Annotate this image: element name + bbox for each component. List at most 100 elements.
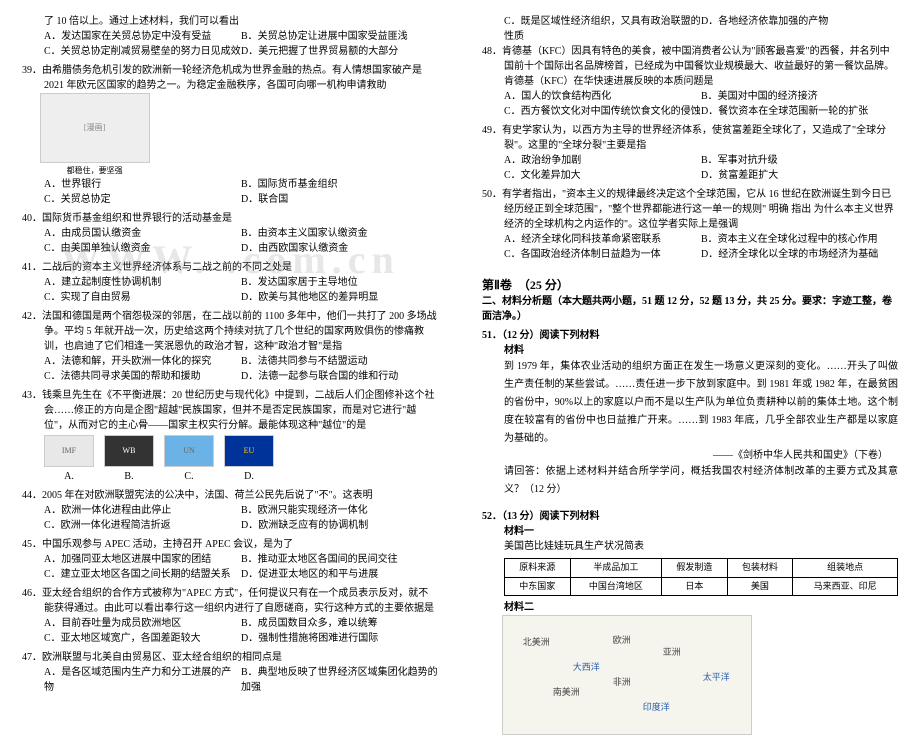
td-4: 马来西亚、印尼 bbox=[793, 577, 898, 596]
right-column: C．既是区域性经济组织，又具有政治联盟的性质 D．各地经济依靠加强的产物 48．… bbox=[460, 0, 920, 651]
q43-opt-a: A. bbox=[44, 469, 94, 484]
eu-flag-icon: EU bbox=[224, 435, 274, 467]
th-0: 原料来源 bbox=[505, 559, 571, 578]
q44-opt-c: C．欧洲一体化进程简洁折返 bbox=[44, 518, 241, 533]
q46-opt-d: D．强制性措施将困难进行国际 bbox=[241, 631, 438, 646]
map-label-2: 欧洲 bbox=[613, 634, 631, 648]
q51-cite: ——《剑桥中华人民共和国史》（下卷） bbox=[482, 448, 898, 463]
q44-text: 44．2005 年在对欧洲联盟宪法的公决中，法国、荷兰公民先后说了"不"。这表明 bbox=[22, 488, 438, 503]
q52-m1-title: 美国芭比娃娃玩具生产状况简表 bbox=[482, 539, 898, 554]
q41: 41．二战后的资本主义世界经济体系与二战之前的不同之处是 A．建立起制度性协调机… bbox=[22, 260, 438, 305]
q39-opt-a: A．世界银行 bbox=[44, 177, 241, 192]
q43-opt-labels: A. B. C. D. bbox=[22, 469, 438, 484]
map-label-7: 印度洋 bbox=[643, 701, 670, 715]
q51-heading: 51．（12 分）阅读下列材料 bbox=[482, 328, 898, 343]
un-logo-icon: UN bbox=[164, 435, 214, 467]
q47-text: 47．欧洲联盟与北美自由贸易区、亚太经合组织的相同点是 bbox=[22, 650, 438, 665]
q38-tail: 了 10 倍以上。通过上述材料，我们可以看出 A．发达国家在关贸总协定中没有受益… bbox=[22, 14, 438, 59]
table-row: 中东国家 中国台湾地区 日本 美国 马来西亚、印尼 bbox=[505, 577, 898, 596]
td-0: 中东国家 bbox=[505, 577, 571, 596]
q42-opt-b: B．法德共同参与不结盟运动 bbox=[241, 354, 438, 369]
q46-opt-c: C．亚太地区域宽广，各国差距较大 bbox=[44, 631, 241, 646]
q47-opt-d: D．各地经济依靠加强的产物 bbox=[701, 14, 898, 44]
q44: 44．2005 年在对欧洲联盟宪法的公决中，法国、荷兰公民先后说了"不"。这表明… bbox=[22, 488, 438, 533]
q51-material-h: 材料 bbox=[482, 343, 898, 358]
q48-opt-a: A．国人的饮食结构西化 bbox=[504, 89, 701, 104]
q50-text: 50．有学者指出，"资本主义的规律最终决定这个全球范围，它从 16 世纪在欧洲诞… bbox=[482, 187, 898, 232]
q47-opt-c: C．既是区域性经济组织，又具有政治联盟的性质 bbox=[504, 14, 701, 44]
barbie-table: 原料来源 半成品加工 假发制造 包装材料 组装地点 中东国家 中国台湾地区 日本… bbox=[504, 558, 898, 596]
th-3: 包装材料 bbox=[727, 559, 793, 578]
q51-material: 到 1979 年，集体农业活动的组织方面正在发生一场意义更深刻的变化。……开头了… bbox=[482, 358, 898, 448]
q41-opt-a: A．建立起制度性协调机制 bbox=[44, 275, 241, 290]
q40: 40．国际货币基金组织和世界银行的活动基金是 A．由成员国认缴资金 B．由资本主… bbox=[22, 211, 438, 256]
q50-opt-c: C．各国政治经济体制日益趋为一体 bbox=[504, 247, 701, 262]
q48-text: 48．肯德基（KFC）因具有特色的美食，被中国消费者公认为"顾客最喜爱"的西餐，… bbox=[482, 44, 898, 89]
q52-m1-h: 材料一 bbox=[482, 524, 898, 539]
q48-opt-d: D．餐饮资本在全球范围新一轮的扩张 bbox=[701, 104, 898, 119]
q40-opt-a: A．由成员国认缴资金 bbox=[44, 226, 241, 241]
q39-caption: 都稳住，要坚强 bbox=[40, 165, 150, 177]
left-column: WWW. .com.cn 了 10 倍以上。通过上述材料，我们可以看出 A．发达… bbox=[0, 0, 460, 651]
q45: 45．中国乐观参与 APEC 活动，主持召开 APEC 会议，是为了 A．加强同… bbox=[22, 537, 438, 582]
q49-opt-b: B．军事对抗升级 bbox=[701, 153, 898, 168]
q49: 49．有史学家认为，以西方为主导的世界经济体系，使贫富差距全球化了，又造成了"全… bbox=[482, 123, 898, 183]
q39-opt-d: D．联合国 bbox=[241, 192, 438, 207]
imf-logo-icon: IMF bbox=[44, 435, 94, 467]
q40-text: 40．国际货币基金组织和世界银行的活动基金是 bbox=[22, 211, 438, 226]
q47-opts-cont: C．既是区域性经济组织，又具有政治联盟的性质 D．各地经济依靠加强的产物 bbox=[482, 14, 898, 44]
q45-opt-d: D．促进亚太地区的和平与进展 bbox=[241, 567, 438, 582]
world-map-icon: 北美洲 南美洲 欧洲 非洲 亚洲 太平洋 大西洋 印度洋 bbox=[502, 615, 752, 735]
q43: 43．钱乘旦先生在《不平衡进展：20 世纪历史与现代化》中提到，二战后人们企图修… bbox=[22, 388, 438, 484]
q50-opt-d: D．经济全球化以全球的市场经济为基础 bbox=[701, 247, 898, 262]
map-label-4: 亚洲 bbox=[663, 646, 681, 660]
q39-opt-c: C．关贸总协定 bbox=[44, 192, 241, 207]
q45-text: 45．中国乐观参与 APEC 活动，主持召开 APEC 会议，是为了 bbox=[22, 537, 438, 552]
map-label-3: 非洲 bbox=[613, 676, 631, 690]
worldbank-logo-icon: WB bbox=[104, 435, 154, 467]
q47: 47．欧洲联盟与北美自由贸易区、亚太经合组织的相同点是 A．是各区域范围内生产力… bbox=[22, 650, 438, 695]
q43-opt-b: B. bbox=[104, 469, 154, 484]
q40-opt-d: D．由西欧国家认缴资金 bbox=[241, 241, 438, 256]
q45-opt-a: A．加强同亚太地区进展中国家的团结 bbox=[44, 552, 241, 567]
part2-heading: 第Ⅱ卷 （25 分） bbox=[482, 276, 898, 294]
umbrella-cartoon-icon: [漫画] bbox=[40, 93, 150, 163]
q50: 50．有学者指出，"资本主义的规律最终决定这个全球范围，它从 16 世纪在欧洲诞… bbox=[482, 187, 898, 262]
q46-text: 46．亚太经合组织的合作方式被称为"APEC 方式"，任何提议只有在一个成员表示… bbox=[22, 586, 438, 616]
q50-opt-a: A．经济全球化同科技革命紧密联系 bbox=[504, 232, 701, 247]
map-label-0: 北美洲 bbox=[523, 636, 550, 650]
q49-opt-a: A．政治纷争加剧 bbox=[504, 153, 701, 168]
q40-opt-b: B．由资本主义国家认缴资金 bbox=[241, 226, 438, 241]
q49-text: 49．有史学家认为，以西方为主导的世界经济体系，使贫富差距全球化了，又造成了"全… bbox=[482, 123, 898, 153]
q52-table-wrap: 原料来源 半成品加工 假发制造 包装材料 组装地点 中东国家 中国台湾地区 日本… bbox=[482, 558, 898, 596]
q38-pre: 了 10 倍以上。通过上述材料，我们可以看出 bbox=[22, 14, 438, 29]
th-1: 半成品加工 bbox=[570, 559, 662, 578]
q49-opt-d: D．贫富差距扩大 bbox=[701, 168, 898, 183]
th-2: 假发制造 bbox=[662, 559, 728, 578]
q45-opt-c: C．建立亚太地区各国之间长期的结盟关系 bbox=[44, 567, 241, 582]
q52-heading: 52．（13 分）阅读下列材料 bbox=[482, 509, 898, 524]
q39-opt-b: B．国际货币基金组织 bbox=[241, 177, 438, 192]
q42-text: 42．法国和德国是两个宿怨极深的邻居，在二战以前的 1100 多年中，他们一共打… bbox=[22, 309, 438, 354]
q44-opt-d: D．欧洲缺乏应有的协调机制 bbox=[241, 518, 438, 533]
q46-opt-b: B．成员国数目众多，难以统筹 bbox=[241, 616, 438, 631]
q46-opt-a: A．目前吞吐量为成员欧洲地区 bbox=[44, 616, 241, 631]
q41-opt-b: B．发达国家居于主导地位 bbox=[241, 275, 438, 290]
q49-opt-c: C．文化差异加大 bbox=[504, 168, 701, 183]
th-4: 组装地点 bbox=[793, 559, 898, 578]
q38-opt-c: C．关贸总协定削减贸易壁垒的努力日见成效 bbox=[44, 44, 241, 59]
q42-opt-a: A．法德和解，开头欧洲一体化的探究 bbox=[44, 354, 241, 369]
q44-opt-a: A．欧洲一体化进程由此停止 bbox=[44, 503, 241, 518]
q47-opt-b: B．典型地反映了世界经济区域集团化趋势的加强 bbox=[241, 665, 438, 695]
table-row: 原料来源 半成品加工 假发制造 包装材料 组装地点 bbox=[505, 559, 898, 578]
q38-opt-a: A．发达国家在关贸总协定中没有受益 bbox=[44, 29, 241, 44]
q39-text: 39．由希腊债务危机引发的欧洲新一轮经济危机成为世界金融的热点。有人情想国家破产… bbox=[22, 63, 438, 93]
q38-opt-d: D．美元把握了世界贸易额的大部分 bbox=[241, 44, 438, 59]
q48-opt-c: C．西方餐饮文化对中国传统饮食文化的侵蚀 bbox=[504, 104, 701, 119]
q39: 39．由希腊债务危机引发的欧洲新一轮经济危机成为世界金融的热点。有人情想国家破产… bbox=[22, 63, 438, 207]
q46: 46．亚太经合组织的合作方式被称为"APEC 方式"，任何提议只有在一个成员表示… bbox=[22, 586, 438, 646]
q43-flags: IMF WB UN EU bbox=[22, 435, 438, 467]
q41-opt-c: C．实现了自由贸易 bbox=[44, 290, 241, 305]
q43-opt-d: D. bbox=[224, 469, 274, 484]
q42-opt-d: D．法德一起参与联合国的维和行动 bbox=[241, 369, 438, 384]
